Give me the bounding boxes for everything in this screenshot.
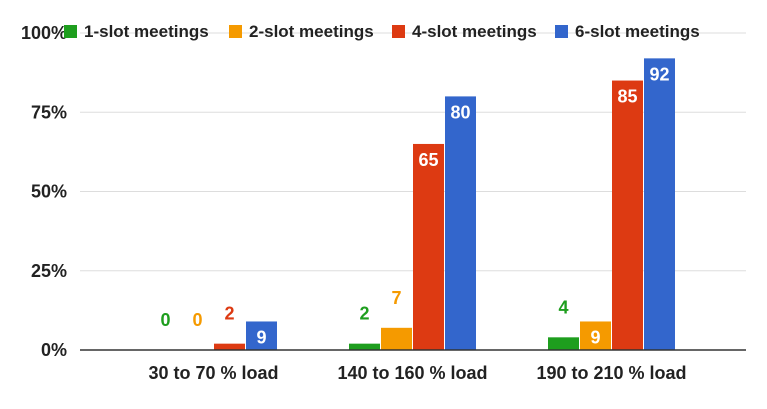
bar (612, 80, 643, 351)
x-category-label: 140 to 160 % load (337, 363, 487, 383)
data-label: 80 (450, 102, 470, 122)
x-axis-category-labels: 30 to 70 % load 140 to 160 % load 190 to 2… (148, 363, 686, 383)
legend-swatch (392, 25, 405, 38)
legend-item: 4-slot meetings (392, 22, 537, 41)
y-axis-tick-labels: 0% 25% 50% 75% 100% (21, 23, 67, 360)
bar (381, 327, 412, 350)
data-label: 85 (617, 87, 637, 107)
x-category-label: 190 to 210 % load (536, 363, 686, 383)
legend: 1-slot meetings 2-slot meetings 4-slot mee… (64, 22, 700, 41)
y-tick-label: 75% (31, 102, 67, 122)
y-tick-label: 0% (41, 340, 67, 360)
legend-label: 2-slot meetings (249, 22, 374, 41)
y-tick-label: 50% (31, 182, 67, 202)
data-label: 2 (359, 304, 369, 324)
legend-swatch (229, 25, 242, 38)
data-label: 65 (418, 150, 438, 170)
legend-swatch (64, 25, 77, 38)
bar (445, 96, 476, 351)
data-label: 2 (224, 304, 234, 324)
data-label: 92 (649, 64, 669, 84)
data-label: 0 (160, 310, 170, 330)
bar (349, 343, 380, 350)
bar (246, 321, 277, 350)
legend-item: 6-slot meetings (555, 22, 700, 41)
bar (413, 143, 444, 350)
bars (214, 58, 675, 351)
legend-swatch (555, 25, 568, 38)
data-label: 4 (558, 297, 568, 317)
legend-item: 2-slot meetings (229, 22, 374, 41)
legend-label: 6-slot meetings (575, 22, 700, 41)
data-label: 7 (391, 288, 401, 308)
data-label: 9 (256, 327, 266, 347)
x-category-label: 30 to 70 % load (148, 363, 278, 383)
data-label: 0 (192, 310, 202, 330)
bar (644, 58, 675, 351)
y-tick-label: 100% (21, 23, 67, 43)
data-label: 9 (590, 327, 600, 347)
legend-item: 1-slot meetings (64, 22, 209, 41)
bar (580, 321, 611, 350)
bar (214, 343, 245, 350)
y-tick-label: 25% (31, 261, 67, 281)
legend-label: 1-slot meetings (84, 22, 209, 41)
bar (548, 337, 579, 350)
legend-label: 4-slot meetings (412, 22, 537, 41)
